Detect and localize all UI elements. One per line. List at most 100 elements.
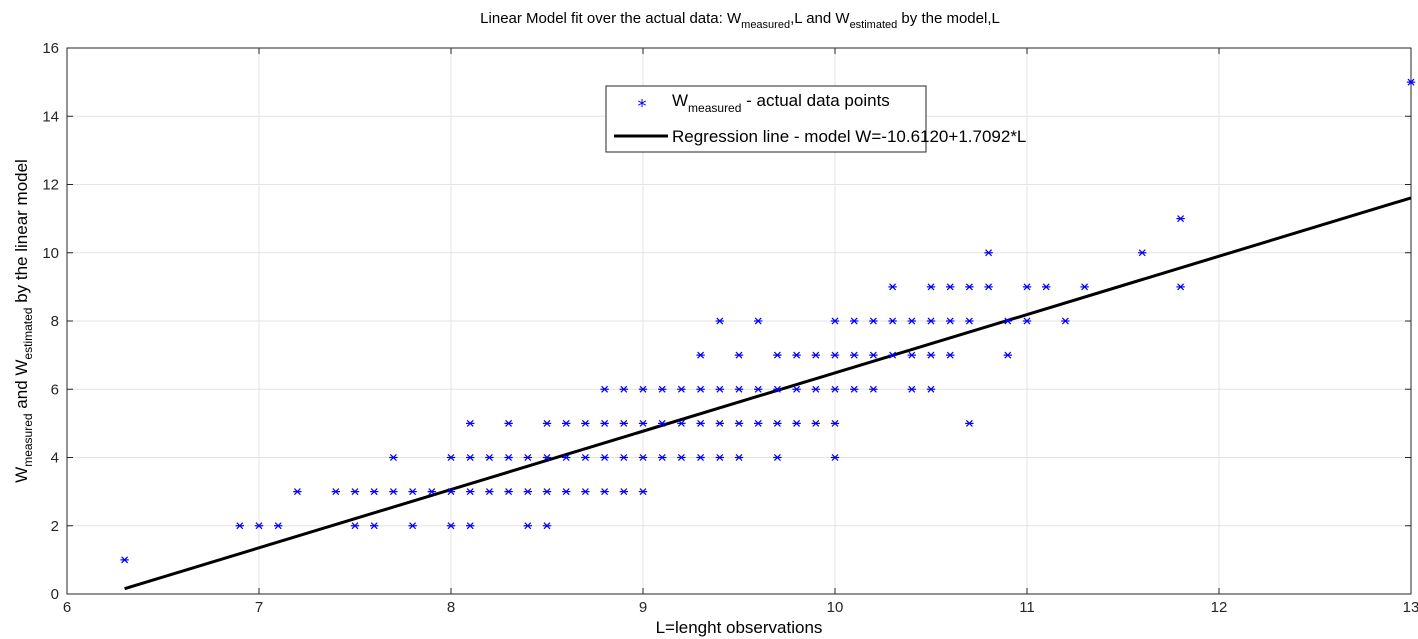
y-tick-label: 14 (42, 108, 59, 125)
data-point (1176, 283, 1185, 291)
data-point (581, 454, 590, 461)
data-point (523, 488, 532, 496)
data-point (600, 454, 609, 461)
legend-box (605, 85, 927, 153)
data-point (370, 522, 379, 530)
data-point (562, 419, 571, 427)
data-point (619, 488, 628, 496)
data-point (293, 488, 302, 496)
data-points (120, 78, 1416, 564)
data-point (619, 419, 628, 427)
data-point (696, 454, 705, 461)
data-point (542, 454, 552, 461)
data-point (446, 454, 456, 461)
data-point (619, 385, 628, 393)
data-point (677, 385, 686, 393)
data-point (773, 385, 782, 393)
data-point (504, 488, 513, 496)
data-point (888, 283, 897, 291)
data-point (773, 454, 782, 461)
data-point (485, 454, 494, 461)
data-point (523, 454, 532, 461)
data-point (466, 419, 475, 427)
data-point (984, 249, 993, 257)
data-point (811, 419, 820, 427)
data-point (389, 454, 398, 461)
data-point (811, 385, 820, 393)
data-point (715, 317, 724, 325)
data-point (542, 522, 552, 530)
data-point (888, 317, 897, 325)
data-point (600, 419, 609, 427)
data-point (466, 454, 475, 461)
data-point (696, 385, 705, 393)
data-point (830, 317, 840, 325)
x-axis-label: L=lenght observations (656, 618, 823, 637)
x-tick-label: 11 (1019, 599, 1035, 616)
data-point (754, 419, 763, 427)
data-point (446, 488, 456, 496)
data-point (965, 317, 974, 325)
data-point (811, 351, 820, 359)
x-tick-label: 6 (63, 599, 71, 616)
x-tick-label: 12 (1211, 599, 1228, 616)
data-point (600, 488, 609, 496)
legend-label-points: Wmeasured - actual data points (672, 91, 890, 115)
data-point (389, 488, 398, 496)
legend-marker-points: * (638, 96, 647, 117)
data-point (638, 454, 648, 461)
x-tick-label: 9 (639, 599, 647, 616)
x-tick-label: 7 (255, 599, 263, 616)
data-point (1138, 249, 1147, 257)
data-point (946, 317, 955, 325)
data-point (677, 419, 686, 427)
legend: * Wmeasured - actual data points Regress… (605, 85, 1026, 153)
data-point (638, 488, 648, 496)
y-axis-label: Wmeasured and Westimated by the linear m… (12, 159, 35, 483)
data-point (370, 488, 379, 496)
data-point (965, 283, 974, 291)
data-point (965, 419, 974, 427)
data-point (466, 488, 475, 496)
data-point (542, 419, 552, 427)
data-point (984, 283, 993, 291)
data-point (734, 385, 744, 393)
data-point (638, 385, 648, 393)
y-tick-label: 8 (51, 313, 59, 330)
data-point (677, 454, 686, 461)
data-point (350, 488, 360, 496)
data-point (350, 522, 360, 530)
data-point (926, 351, 936, 359)
data-point (274, 522, 283, 530)
data-point (427, 488, 436, 496)
data-point (523, 522, 532, 530)
data-point (466, 522, 475, 530)
data-point (926, 317, 936, 325)
y-tick-label: 16 (42, 40, 59, 57)
data-point (485, 488, 494, 496)
data-point (734, 454, 744, 461)
data-point (658, 419, 667, 427)
data-point (946, 283, 955, 291)
data-point (907, 317, 916, 325)
data-point (888, 351, 897, 359)
y-tick-label: 10 (42, 245, 59, 262)
data-point (926, 385, 936, 393)
data-point (1022, 283, 1032, 291)
data-point (581, 419, 590, 427)
y-tick-label: 6 (51, 381, 59, 398)
data-point (754, 385, 763, 393)
data-point (907, 351, 916, 359)
data-point (830, 454, 840, 461)
x-tick-label: 8 (447, 599, 455, 616)
data-point (773, 351, 782, 359)
data-point (235, 522, 244, 530)
data-point (254, 522, 264, 530)
regression-line (124, 196, 1412, 591)
data-point (658, 385, 667, 393)
data-point (869, 317, 878, 325)
data-point (830, 385, 840, 393)
data-point (1003, 317, 1012, 325)
data-point (1176, 215, 1185, 223)
